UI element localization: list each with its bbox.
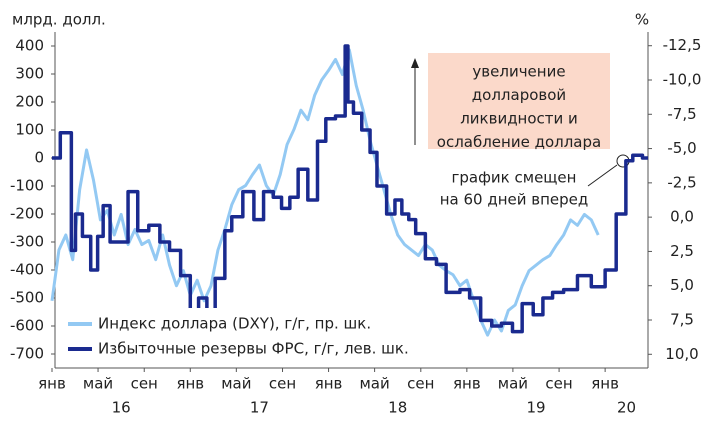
pointer	[587, 164, 618, 187]
series-line	[52, 44, 648, 334]
annotation-box	[428, 53, 610, 149]
y-tick-label: -100	[10, 177, 44, 195]
legend-label: Индекс доллара (DXY), г/г, пр. шк.	[98, 315, 371, 333]
y-tick-label: -600	[10, 317, 44, 335]
y2-tick-label: -2,5	[667, 173, 696, 191]
legend-box	[58, 308, 418, 364]
y-tick-label: -300	[10, 233, 44, 251]
y2-tick-label: 2,5	[670, 242, 694, 260]
y-tick-label: -200	[10, 205, 44, 223]
x-tick-label: янв	[315, 375, 343, 393]
x-tick-label: май	[83, 375, 113, 393]
y-tick-label: 400	[15, 37, 44, 55]
series-line	[50, 48, 600, 337]
year-label: 16	[112, 399, 131, 417]
year-label: 20	[617, 399, 636, 417]
x-tick-label: май	[498, 375, 528, 393]
x-tick-label: янв	[591, 375, 619, 393]
annotation-text: долларовой	[472, 86, 566, 104]
y-tick-label: 0	[34, 149, 44, 167]
y-axis-label: млрд. долл.	[12, 11, 106, 29]
y-tick-label: 200	[15, 93, 44, 111]
x-tick-label: май	[221, 375, 251, 393]
year-label: 17	[250, 399, 269, 417]
annotation-text: на 60 дней вперед	[440, 191, 589, 209]
y2-tick-label: -12,5	[663, 36, 702, 54]
annotation-text: график смещен	[452, 169, 577, 187]
arrow-head	[411, 58, 419, 68]
y-tick-label: -400	[10, 261, 44, 279]
x-tick-label: сен	[131, 375, 158, 393]
y2-tick-label: 5,0	[670, 276, 694, 294]
y2-tick-label: -7,5	[667, 105, 696, 123]
year-label: 18	[388, 399, 407, 417]
x-tick-label: сен	[545, 375, 572, 393]
y-tick-label: -500	[10, 289, 44, 307]
x-tick-label: сен	[407, 375, 434, 393]
annotation-text: ликвидности и	[460, 110, 578, 128]
annotation-text: увеличение	[472, 63, 565, 81]
x-tick-label: сен	[269, 375, 296, 393]
x-tick-label: май	[359, 375, 389, 393]
y-tick-label: -700	[10, 345, 44, 363]
x-tick-label: янв	[176, 375, 204, 393]
x-tick-label: янв	[38, 375, 66, 393]
y2-tick-label: 0,0	[670, 208, 694, 226]
y2-axis-label: %	[635, 11, 649, 29]
y2-tick-label: 7,5	[670, 311, 694, 329]
y2-tick-label: -10,0	[663, 71, 702, 89]
y-tick-label: 300	[15, 65, 44, 83]
annotation-text: ослабление доллара	[437, 133, 601, 151]
year-label: 19	[526, 399, 545, 417]
x-tick-label: янв	[453, 375, 481, 393]
y-tick-label: 100	[15, 121, 44, 139]
legend-label: Избыточные резервы ФРС, г/г, лев. шк.	[98, 340, 409, 358]
y2-tick-label: 10,0	[665, 345, 698, 363]
y2-tick-label: -5,0	[667, 139, 696, 157]
